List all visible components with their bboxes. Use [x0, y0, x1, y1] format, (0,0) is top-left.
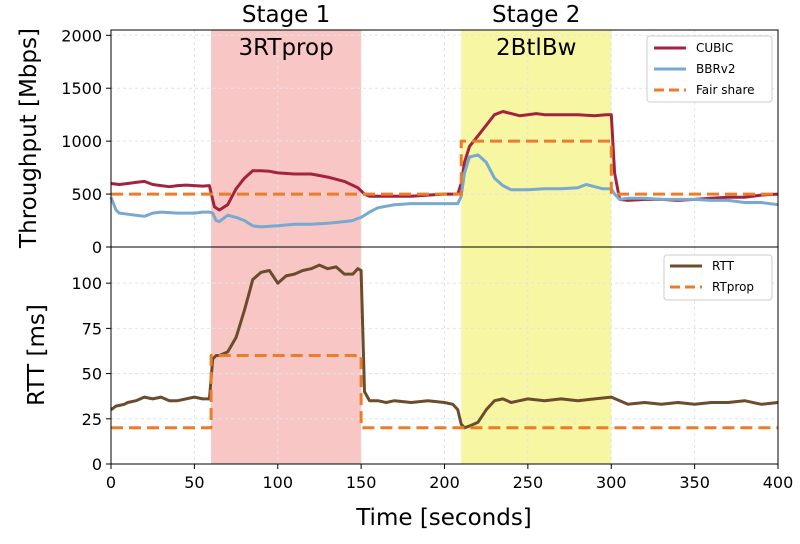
throughput-legend: CUBIC BBRv2 Fair share	[646, 35, 773, 103]
series-rtprop-line	[111, 354, 778, 430]
x-tick-label: 300	[596, 473, 627, 492]
stage-1-label: 3RTprop	[238, 35, 333, 61]
legend-cubic-label: CUBIC	[696, 41, 733, 55]
rtt-panel: 0 25 50 75 100 0 50 100 150 200 250 300 350 400 RTT […	[24, 246, 794, 531]
stage-2-title: Stage 2	[492, 2, 580, 28]
stage-2-label: 2BtlBw	[496, 35, 576, 61]
legend-bbrv2-label: BBRv2	[696, 62, 736, 76]
throughput-y-axis-label: Throughput [Mbps]	[16, 28, 42, 249]
legend-rtt-label: RTT	[712, 259, 735, 273]
x-tick-label: 200	[429, 473, 460, 492]
series-rtt-line	[110, 263, 779, 430]
stage-1-title: Stage 1	[242, 2, 330, 28]
x-tick-label: 50	[184, 473, 204, 492]
series-cubic-line	[110, 110, 779, 212]
throughput-y-tick-label: 1500	[61, 79, 102, 98]
rtt-y-tick-label: 25	[82, 410, 102, 429]
rtt-y-axis-label: RTT [ms]	[24, 304, 50, 406]
x-tick-label: 400	[763, 473, 794, 492]
throughput-y-tick-label: 0	[92, 238, 102, 257]
throughput-panel: 0 500 1000 1500 2000 Throughput [Mbps] Stage…	[16, 2, 779, 257]
rtt-stage-2-band	[461, 247, 612, 464]
series-bbrv2-line	[109, 153, 779, 229]
rtt-legend: RTT RTprop	[663, 254, 773, 301]
throughput-y-tick-label: 2000	[61, 26, 102, 45]
x-axis-label: Time [seconds]	[355, 505, 532, 531]
x-tick-label: 150	[346, 473, 377, 492]
legend-rtprop-label: RTprop	[712, 280, 754, 294]
throughput-y-tick-label: 500	[71, 185, 102, 204]
throughput-stage-2-band	[461, 30, 612, 247]
x-tick-label: 250	[513, 473, 544, 492]
x-tick-label: 0	[106, 473, 116, 492]
series-fair-share-line	[111, 139, 778, 196]
rtt-y-tick-label: 75	[82, 319, 102, 338]
throughput-y-tick-label: 1000	[61, 132, 102, 151]
rtt-y-tick-label: 100	[71, 274, 102, 293]
throughput-legend-box	[646, 35, 773, 103]
x-tick-label: 100	[262, 473, 293, 492]
legend-fair-share-label: Fair share	[696, 83, 755, 97]
rtt-y-tick-label: 0	[92, 455, 102, 474]
x-tick-label: 350	[679, 473, 710, 492]
rtt-y-tick-label: 50	[82, 365, 102, 384]
throughput-stage-1-band	[211, 30, 362, 247]
